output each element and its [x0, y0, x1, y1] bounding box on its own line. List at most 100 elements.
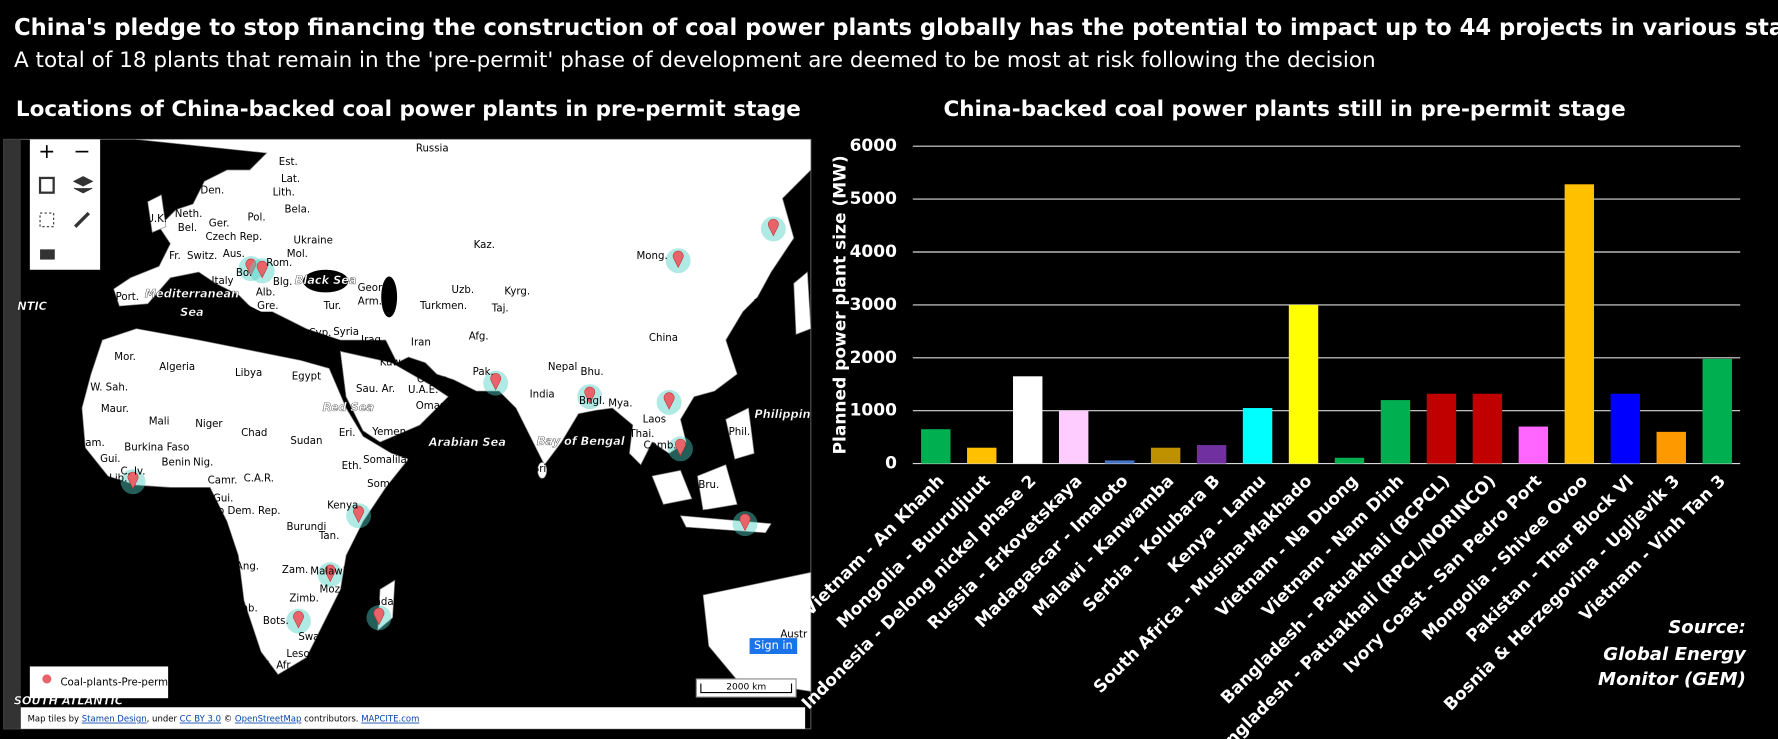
sign-in-label[interactable]: Sign in	[754, 638, 793, 652]
source: Source: Global Energy Monitor (GEM)	[1598, 617, 1747, 690]
map-label: E. Timor	[741, 545, 784, 556]
attr-link[interactable]: Stamen Design	[82, 714, 147, 724]
map-controls: + −	[29, 139, 101, 270]
map-label: Bru.	[698, 480, 719, 491]
map-label: Nig.	[193, 457, 213, 468]
bar	[1242, 408, 1273, 464]
bar	[1196, 445, 1227, 464]
bar	[1656, 431, 1686, 464]
control-panel	[29, 139, 101, 270]
map-label: Kenya	[327, 501, 358, 512]
map-label: Geor.	[358, 283, 385, 294]
map-label: Eri.	[339, 428, 356, 439]
y-tick-label: 3000	[850, 295, 897, 315]
map-label: Kuw.	[380, 358, 403, 369]
marker-pin	[353, 505, 364, 524]
map-label: C. Iv.	[120, 467, 145, 478]
map-label: Ang.	[236, 562, 259, 573]
map-label: Mediterranean	[145, 287, 239, 301]
map-label: Nepal	[548, 362, 577, 373]
map-label: Turkmen.	[419, 301, 467, 312]
marker-pin	[324, 564, 336, 583]
map-label: Malawi	[310, 566, 345, 577]
bar	[1426, 393, 1457, 464]
zoom-in[interactable]: +	[38, 139, 55, 163]
map-label: Sea	[180, 305, 204, 319]
map-label: Sri L.	[533, 464, 559, 475]
map-label: Syria	[333, 327, 359, 338]
map-label: Port.	[116, 292, 139, 303]
marker-pin	[672, 250, 684, 269]
select-button[interactable]	[39, 212, 55, 228]
map-label: Ger.	[209, 218, 230, 229]
map-label: Ukraine	[294, 235, 333, 246]
y-tick-label: 1000	[850, 401, 897, 421]
map-labels: Russia Est. Lat. Den. Lith. U.K. Neth. Bel. Pol.…	[14, 143, 811, 707]
map-label: Yemen	[371, 427, 406, 438]
bar	[1104, 460, 1135, 464]
attr-link[interactable]: OpenStreetMap	[235, 714, 301, 724]
map[interactable]: Russia Est. Lat. Den. Lith. U.K. Neth. Bel. Pol.…	[3, 138, 812, 730]
source-line: Source:	[1668, 617, 1746, 638]
map-label: Camb.	[644, 440, 677, 451]
bar	[1150, 447, 1181, 464]
map-label: Iran	[411, 337, 431, 348]
layers-button[interactable]	[72, 176, 94, 194]
bar	[1334, 457, 1365, 464]
sign-in-button[interactable]	[749, 638, 798, 654]
y-tick-label: 0	[885, 454, 897, 474]
bar	[1518, 426, 1549, 464]
map-label: Nmb.	[230, 604, 257, 615]
map-label: Oman	[416, 401, 447, 412]
attr-link[interactable]: CC BY 3.0	[180, 714, 221, 724]
page-subtitle: A total of 18 plants that remain in the …	[14, 48, 1376, 73]
y-tick-label: 4000	[850, 242, 897, 262]
attribution-bar	[20, 707, 806, 729]
bar	[1058, 410, 1089, 464]
map-label: Arabian Sea	[428, 435, 506, 449]
bar	[1610, 393, 1641, 464]
basemap-button[interactable]	[38, 176, 55, 194]
marker-pin	[293, 611, 304, 629]
attribution: Map tiles by Stamen Design, under CC BY …	[28, 714, 420, 724]
map-label: Leso.	[286, 649, 312, 660]
draw-button[interactable]	[73, 211, 90, 228]
map-label: W. Sah.	[90, 383, 128, 394]
map-label: Kaz.	[474, 240, 495, 251]
map-label: Bots.	[263, 616, 289, 627]
map-label: Algeria	[159, 362, 195, 373]
marker-pin	[245, 258, 257, 277]
bar	[1288, 304, 1319, 464]
map-label: Maur.	[101, 404, 129, 415]
map-edge	[3, 139, 21, 729]
map-label: Niger	[195, 419, 223, 430]
map-label: Mol.	[287, 249, 308, 260]
map-label: Camr.	[208, 476, 238, 487]
marker-pin	[490, 373, 502, 391]
marker-pin	[768, 218, 779, 237]
plant-markers	[120, 216, 786, 634]
print-button[interactable]	[40, 249, 55, 260]
map-label: Mali	[149, 417, 170, 428]
map-label: Alb.	[256, 287, 276, 298]
map-legend	[29, 666, 169, 699]
map-label: Burkina Faso	[124, 443, 189, 454]
source-line: Monitor (GEM)	[1598, 669, 1746, 690]
map-label: Bel.	[178, 223, 197, 234]
map-label: Mya.	[608, 399, 632, 410]
map-label: China	[649, 333, 678, 344]
map-label: Pak.	[473, 367, 494, 378]
map-label: Arm.	[358, 296, 382, 307]
map-label: Rom.	[266, 258, 292, 269]
y-axis-title: Planned power plant size (MW)	[830, 155, 850, 454]
map-label: Lib.	[109, 473, 127, 484]
attr-link[interactable]: MAPCITE.com	[361, 714, 419, 724]
marker-pin	[373, 607, 385, 626]
map-label: Den.	[200, 185, 224, 196]
map-label: Taiwan	[720, 387, 756, 398]
map-title: Locations of China-backed coal power pla…	[16, 97, 801, 122]
marker-pin	[256, 260, 268, 279]
map-label: Gam.	[77, 438, 104, 449]
zoom-out[interactable]: −	[73, 139, 90, 163]
